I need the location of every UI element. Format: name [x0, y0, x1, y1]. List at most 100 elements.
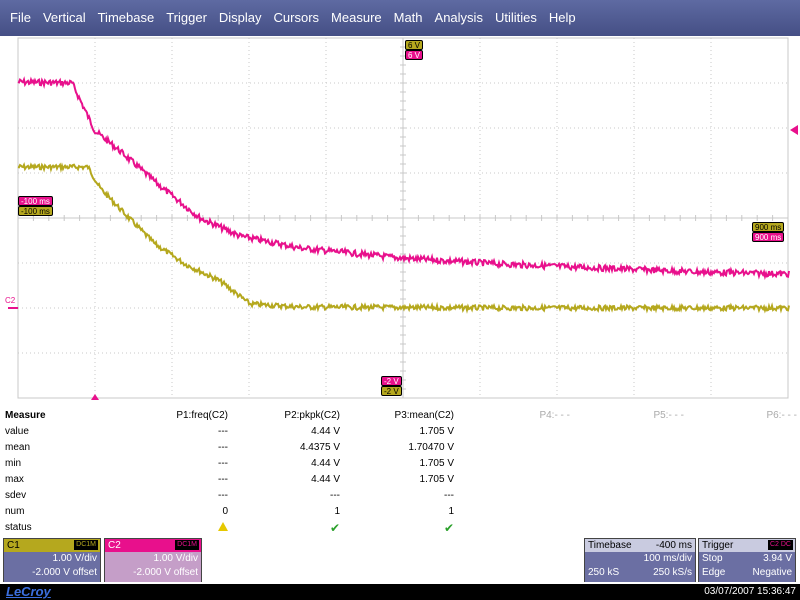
trigger-slope: Negative — [752, 567, 792, 578]
trigger-time-marker — [91, 394, 99, 400]
p3-cell: 1.70470 V — [408, 442, 454, 453]
menu-file[interactable]: File — [10, 10, 31, 25]
table-row: min --- 4.44 V 1.705 V — [0, 456, 800, 472]
timebase-body: 100 ms/div 250 kS 250 kS/s — [585, 552, 695, 582]
row-label: min — [5, 458, 22, 469]
p2-status: ✔ — [330, 520, 340, 538]
menu-measure[interactable]: Measure — [331, 10, 382, 25]
lecroy-logo: LeCroy — [6, 584, 51, 599]
menu-utilities[interactable]: Utilities — [494, 10, 537, 25]
timebase-tdiv: 100 ms/div — [643, 553, 692, 564]
p1-status — [218, 520, 228, 536]
p2-cell: 4.44 V — [311, 426, 340, 437]
channel-2-offset: -2.000 V offset — [133, 567, 198, 578]
param-p3-header[interactable]: P3:mean(C2) — [394, 410, 454, 421]
trigger-type: Edge — [702, 567, 726, 578]
p2-cell: 4.44 V — [311, 474, 340, 485]
menu-vertical[interactable]: Vertical — [42, 10, 86, 25]
table-row: sdev --- --- --- — [0, 488, 800, 504]
channel-2-coupling: DC1M — [175, 540, 199, 550]
c2-ground-label: C2 — [5, 296, 16, 305]
c1-bottom-scale-marker: -2 V — [381, 386, 402, 396]
trigger-level-marker — [790, 125, 798, 135]
param-p2-header[interactable]: P2:pkpk(C2) — [284, 410, 340, 421]
measure-header-row: Measure P1:freq(C2) P2:pkpk(C2) P3:mean(… — [0, 408, 800, 424]
channel-2-descriptor[interactable]: C2 DC1M 1.00 V/div -2.000 V offset — [104, 538, 202, 582]
row-label: num — [5, 506, 25, 517]
p1-cell: --- — [218, 458, 228, 469]
date-time: 03/07/2007 15:36:47 — [704, 586, 796, 597]
menu-math[interactable]: Math — [393, 10, 423, 25]
trigger-mode: Stop — [702, 553, 723, 564]
channel-1-body: 1.00 V/div -2.000 V offset — [4, 552, 100, 582]
p1-cell: --- — [218, 474, 228, 485]
p2-cell: 1 — [334, 506, 340, 517]
channel-1-name: C1 — [7, 540, 20, 551]
channel-1-offset: -2.000 V offset — [32, 567, 97, 578]
check-icon: ✔ — [329, 521, 340, 535]
channel-2-waveform — [17, 76, 790, 281]
c1-right-time-marker: 900 ms — [752, 222, 785, 232]
check-icon: ✔ — [443, 521, 454, 535]
row-label: max — [5, 474, 24, 485]
p1-cell: --- — [218, 442, 228, 453]
trigger-body: Stop 3.94 V Edge Negative — [699, 552, 795, 582]
trigger-descriptor[interactable]: Trigger C2 DC Stop 3.94 V Edge Negative — [698, 538, 796, 582]
c2-right-time-marker: 900 ms — [752, 232, 785, 242]
channel-2-vdiv: 1.00 V/div — [153, 553, 198, 564]
row-label: status — [5, 522, 32, 533]
timebase-samples: 250 kS — [588, 567, 620, 578]
timebase-delay: -400 ms — [655, 540, 692, 551]
p1-cell: --- — [218, 426, 228, 437]
menu-bar: File Vertical Timebase Trigger Display Cursor… — [0, 0, 800, 36]
channel-1-waveform — [17, 161, 790, 314]
c1-top-scale-marker: 6 V — [405, 40, 424, 50]
row-label: mean — [5, 442, 31, 453]
menu-cursors[interactable]: Cursors — [273, 10, 320, 25]
channel-1-header: C1 DC1M — [4, 539, 100, 552]
measure-title: Measure — [5, 410, 46, 421]
waveform-display[interactable]: 6 V 6 V -100 ms -100 ms 900 ms 900 ms -2… — [0, 36, 800, 400]
p2-cell: 4.4375 V — [299, 442, 340, 453]
p3-cell: 1 — [448, 506, 454, 517]
c2-left-time-marker: -100 ms — [18, 196, 53, 206]
channel-2-body: 1.00 V/div -2.000 V offset — [105, 552, 201, 582]
measure-table[interactable]: Measure P1:freq(C2) P2:pkpk(C2) P3:mean(… — [0, 408, 800, 536]
param-p5-header[interactable]: P5:- - - — [653, 410, 684, 421]
p3-cell: 1.705 V — [419, 426, 454, 437]
channel-2-name: C2 — [108, 540, 121, 551]
menu-help[interactable]: Help — [548, 10, 576, 25]
row-label: value — [5, 426, 29, 437]
graticule — [8, 37, 798, 400]
param-p1-header[interactable]: P1:freq(C2) — [176, 410, 228, 421]
table-row: value --- 4.44 V 1.705 V — [0, 424, 800, 440]
menu-analysis[interactable]: Analysis — [434, 10, 483, 25]
channel-1-vdiv: 1.00 V/div — [52, 553, 97, 564]
table-row: mean --- 4.4375 V 1.70470 V — [0, 440, 800, 456]
status-row: status ✔ ✔ — [0, 520, 800, 536]
timebase-descriptor[interactable]: Timebase -400 ms 100 ms/div 250 kS 250 k… — [584, 538, 696, 582]
p3-cell: 1.705 V — [419, 458, 454, 469]
trigger-level: 3.94 V — [763, 553, 792, 564]
param-p4-header[interactable]: P4:- - - — [539, 410, 570, 421]
menu-timebase[interactable]: Timebase — [97, 10, 155, 25]
channel-2-header: C2 DC1M — [105, 539, 201, 552]
row-label: sdev — [5, 490, 27, 501]
menu-display[interactable]: Display — [218, 10, 262, 25]
menu-trigger[interactable]: Trigger — [166, 10, 207, 25]
p1-cell: 0 — [222, 506, 228, 517]
channel-1-coupling: DC1M — [74, 540, 98, 550]
c2-bottom-scale-marker: -2 V — [381, 376, 402, 386]
p2-cell: --- — [330, 490, 340, 501]
timebase-header: Timebase -400 ms — [585, 539, 695, 552]
p3-cell: --- — [444, 490, 454, 501]
param-p6-header[interactable]: P6:- - - — [766, 410, 797, 421]
channel-1-descriptor[interactable]: C1 DC1M 1.00 V/div -2.000 V offset — [3, 538, 101, 582]
trigger-header: Trigger C2 DC — [699, 539, 795, 552]
trigger-title: Trigger — [702, 540, 734, 551]
timebase-title: Timebase — [588, 540, 632, 551]
c2-top-scale-marker: 6 V — [405, 50, 424, 60]
table-row: max --- 4.44 V 1.705 V — [0, 472, 800, 488]
p3-cell: 1.705 V — [419, 474, 454, 485]
p2-cell: 4.44 V — [311, 458, 340, 469]
